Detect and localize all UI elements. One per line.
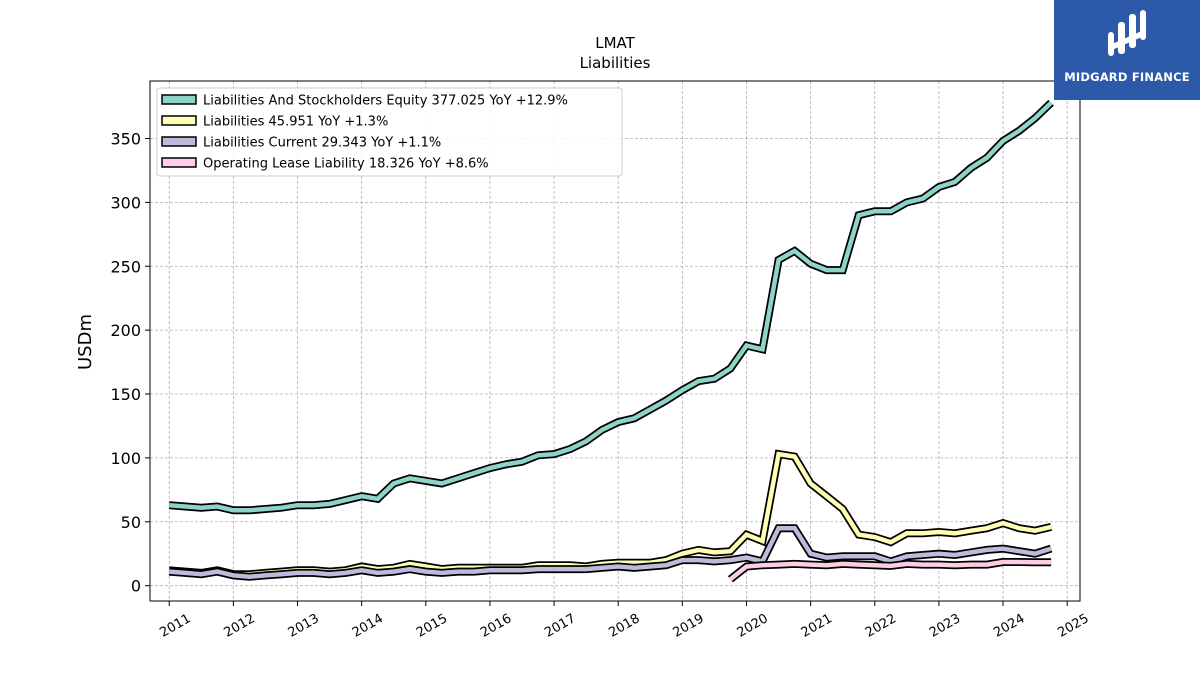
y-tick-label: 0 <box>131 577 141 596</box>
y-tick-label: 200 <box>110 321 141 340</box>
y-tick-label: 350 <box>110 129 141 148</box>
x-tick-label: 2020 <box>735 611 771 641</box>
x-tick-label: 2014 <box>350 611 386 641</box>
chart-subtitle: Liabilities <box>580 54 651 72</box>
x-tick-label: 2012 <box>222 611 258 641</box>
y-tick-label: 150 <box>110 385 141 404</box>
x-tick-label: 2017 <box>542 611 578 641</box>
legend-swatch <box>161 94 197 105</box>
x-axis: 2011 2012 2013 2014 2015 2016 2017 2018 2019 2020… <box>157 601 1092 641</box>
x-tick-label: 2019 <box>671 611 707 641</box>
y-tick-label: 250 <box>110 257 141 276</box>
x-tick-label: 2024 <box>991 611 1027 641</box>
series-line <box>168 524 1053 581</box>
y-axis: 0 50 100 150 200 250 300 350 <box>110 129 150 596</box>
x-tick-label: 2025 <box>1055 611 1091 641</box>
series-line-fill <box>728 559 1052 582</box>
y-tick-label: 100 <box>110 449 141 468</box>
x-tick-label: 2022 <box>863 611 899 641</box>
legend-swatch <box>161 157 197 168</box>
series-layer <box>168 99 1054 583</box>
legend-swatch <box>161 136 197 147</box>
y-tick-label: 300 <box>110 193 141 212</box>
y-axis-label: USDm <box>75 314 96 370</box>
y-tick-label: 50 <box>121 513 141 532</box>
legend-label: Liabilities Current 29.343 YoY +1.1% <box>203 136 441 151</box>
legend-label: Liabilities And Stockholders Equity 377.… <box>203 94 568 109</box>
logo-mark-icon <box>1108 10 1146 56</box>
series-line-fill <box>169 525 1052 579</box>
x-tick-label: 2013 <box>286 611 322 641</box>
logo-text: MIDGARD FINANCE <box>1064 70 1190 84</box>
series-line <box>168 99 1054 515</box>
legend-label: Liabilities 45.951 YoY +1.3% <box>203 115 388 130</box>
x-tick-label: 2023 <box>927 611 963 641</box>
legend-box <box>156 87 623 177</box>
x-tick-label: 2016 <box>478 611 514 641</box>
logo: MIDGARD FINANCE <box>1054 0 1200 100</box>
chart-title: LMAT <box>595 34 635 52</box>
x-tick-label: 2011 <box>157 611 193 641</box>
plot-frame <box>149 80 1081 602</box>
series-line <box>727 558 1052 583</box>
x-tick-label: 2018 <box>606 611 642 641</box>
x-tick-label: 2021 <box>799 611 835 641</box>
series-line-fill <box>169 101 1053 513</box>
legend-label: Operating Lease Liability 18.326 YoY +8.… <box>203 157 489 172</box>
x-tick-label: 2015 <box>414 611 450 641</box>
legend-swatch <box>161 115 197 126</box>
legend: Liabilities And Stockholders Equity 377.… <box>156 87 623 177</box>
